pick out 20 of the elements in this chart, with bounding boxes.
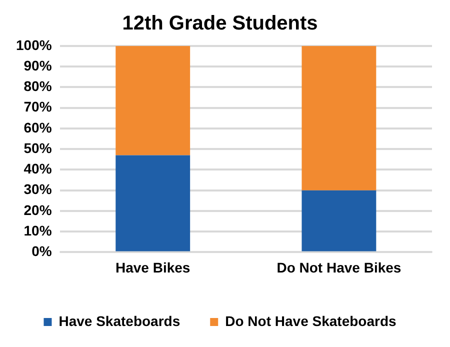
chart-title: 12th Grade Students xyxy=(122,12,318,35)
y-tick-label: 90% xyxy=(24,57,52,74)
y-tick-label: 0% xyxy=(32,243,52,260)
y-tick-label: 60% xyxy=(24,119,52,136)
legend-label: Have Skateboards xyxy=(58,312,180,329)
bar xyxy=(302,190,376,252)
y-tick-label: 70% xyxy=(24,98,52,115)
legend-label: Do Not Have Skateboards xyxy=(225,312,396,329)
bar xyxy=(116,46,190,156)
bar xyxy=(302,46,376,190)
y-tick-label: 80% xyxy=(24,78,52,94)
y-tick-label: 30% xyxy=(24,181,52,198)
y-tick-label: 50% xyxy=(24,140,52,156)
y-tick-label: 100% xyxy=(16,36,52,53)
x-tick-label: Do Not Have Bikes xyxy=(276,259,402,276)
y-tick-label: 10% xyxy=(24,222,52,238)
y-tick-label: 40% xyxy=(24,160,52,177)
x-tick-label: Have Bikes xyxy=(115,259,190,276)
y-tick-label: 20% xyxy=(24,202,52,218)
bar xyxy=(116,155,190,252)
